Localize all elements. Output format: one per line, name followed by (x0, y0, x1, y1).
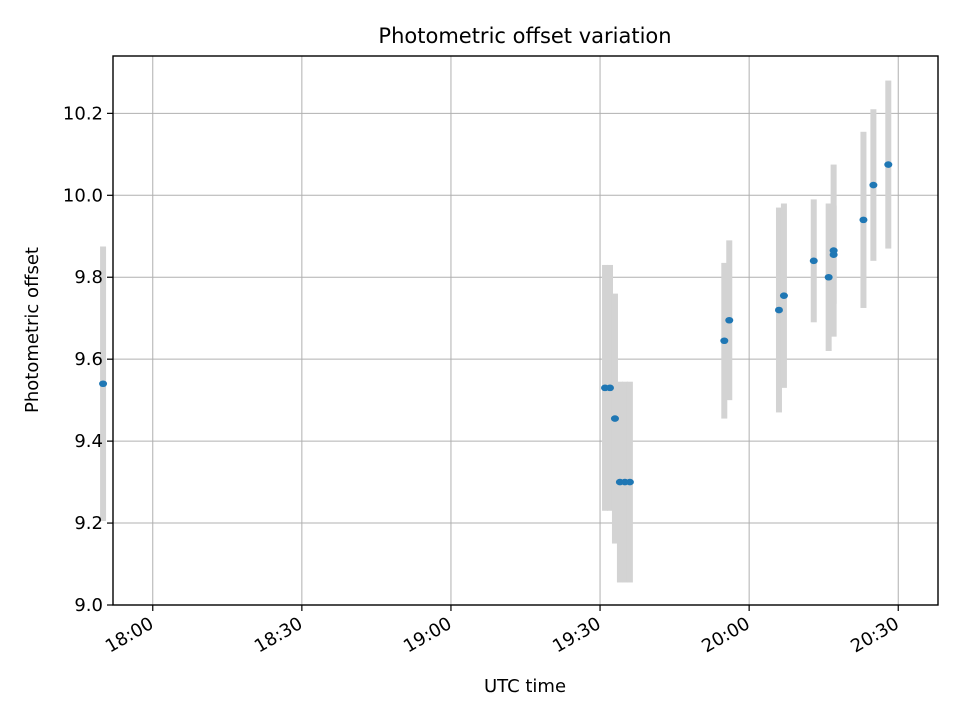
data-point (725, 316, 734, 324)
y-ticks: 9.0 9.2 9.4 9.6 9.8 10.0 10.2 (63, 103, 113, 616)
data-point (869, 181, 878, 189)
x-tick-label: 18:00 (102, 613, 157, 657)
y-tick-label: 9.4 (74, 431, 103, 452)
error-bars (100, 80, 892, 583)
data-point (779, 292, 788, 299)
grid (113, 56, 938, 606)
data-point (824, 273, 833, 281)
y-tick-label: 10.0 (63, 185, 103, 206)
x-axis-label: UTC time (484, 676, 566, 697)
y-axis-label: Photometric offset (22, 247, 43, 413)
data-point (625, 478, 634, 486)
data-point (720, 337, 729, 345)
x-tick-label: 20:30 (847, 613, 902, 657)
data-point (774, 306, 783, 314)
data-point (99, 380, 108, 388)
x-tick-label: 18:30 (251, 613, 306, 657)
y-tick-label: 9.8 (74, 267, 103, 288)
x-tick-label: 19:00 (400, 613, 455, 657)
chart-title: Photometric offset variation (378, 24, 671, 48)
x-ticks: 18:00 18:30 19:00 19:30 20:00 20:30 (102, 605, 903, 657)
data-point (809, 257, 818, 265)
data-point (610, 415, 619, 422)
plot-frame (112, 55, 939, 606)
x-tick-label: 20:00 (698, 613, 753, 657)
y-tick-label: 9.2 (74, 513, 103, 534)
data-point (829, 247, 838, 254)
data-point (884, 161, 893, 168)
y-tick-label: 10.2 (63, 103, 103, 124)
y-tick-label: 9.0 (74, 595, 103, 616)
data-point (859, 216, 868, 224)
data-points (99, 161, 893, 486)
data-point (605, 384, 614, 392)
x-tick-label: 19:30 (549, 613, 604, 657)
y-tick-label: 9.6 (74, 349, 103, 370)
